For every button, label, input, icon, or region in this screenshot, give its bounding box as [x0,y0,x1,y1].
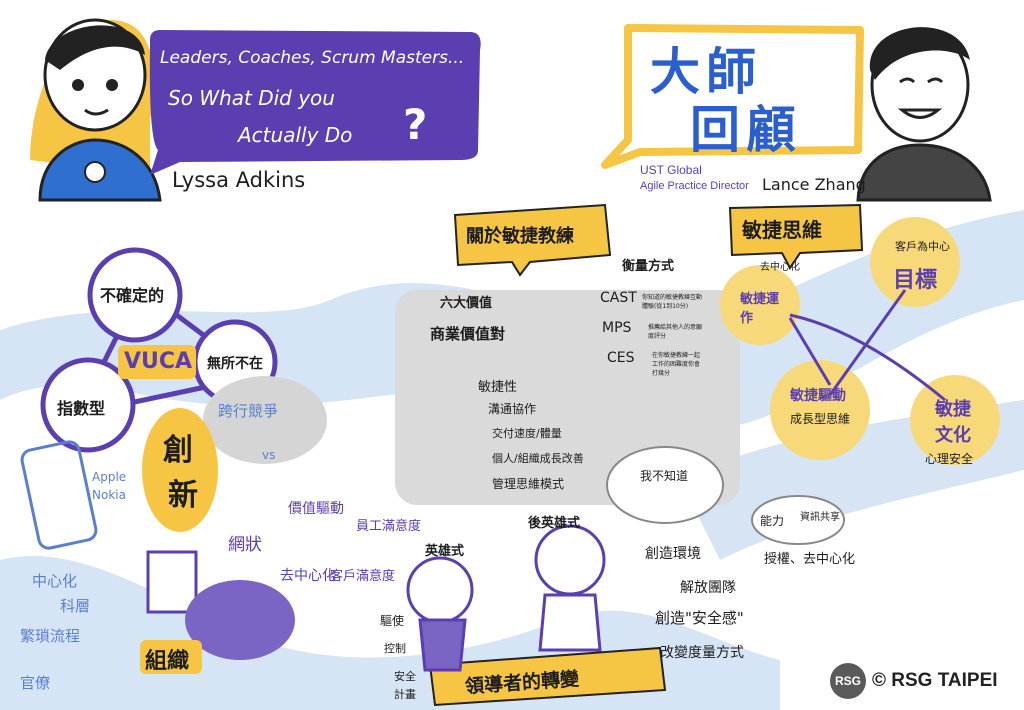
measure-ces-desc: 在你敏捷教練一起工作的困難度你會打幾分 [652,352,701,377]
coach-item-4: 個人/組織成長改善 [492,452,584,465]
mindset-safety: 心理安全 [925,452,974,466]
lyssa-portrait [30,18,162,202]
coach-item-2: 溝通協作 [488,402,537,416]
vuca-node-exponential: 指數型 [57,399,106,418]
org-left-word-1: 中心化 [32,572,78,590]
org-label: 組織 [145,649,190,674]
measure-mps-desc: 推薦給其他人的意願度評分 [648,324,703,340]
mindset-growth: 成長型思維 [790,412,851,426]
rsg-logo: RSG [830,663,866,699]
coach-banner: 關於敏捷教練 [466,226,574,247]
brand-nokia: Nokia [92,488,126,502]
master-title-line2: 回顧 [690,101,802,159]
mindset-decentralize: 去中心化 [760,262,800,273]
bubble-line-1: Leaders, Coaches, Scrum Masters... [160,48,465,68]
mindset-agile-drive: 敏捷驅動 [790,388,846,404]
speaker-right-name: Lance Zhang [762,175,866,194]
disrupt-bubble [203,376,327,464]
innovation-char-1: 創 [163,433,193,468]
title-bubble-shape [149,30,481,175]
capability-bubble [751,495,845,545]
org-network-2: 價值驅動 [288,501,344,517]
mindset-banner-shape [728,203,864,270]
phone-sketch [20,440,98,550]
six-values: 六大價值 [440,296,493,311]
mindset-goal: 目標 [893,268,938,293]
mindset-culture: 敏捷文化 [935,399,971,446]
vuca-diagram [40,247,278,453]
speaker-right-role: Agile Practice Director [640,180,749,192]
hero-label: 英雄式 [425,544,465,559]
measure-mps: MPS [602,320,632,336]
org-network-3: 員工滿意度 [356,519,422,534]
post-hero-figure [534,524,606,652]
master-title-line1: 大師 [650,43,762,101]
info-share: 資訊共享 [800,512,840,523]
create-env: 創造環境 [645,546,701,562]
org-network-4: 去中心化 [280,568,336,584]
capability: 能力 [760,514,785,528]
master-title-frame [601,24,864,169]
dont-know-bubble [606,446,724,524]
solve-team: 解放團隊 [680,580,736,596]
dont-know: 我不知道 [640,469,689,483]
hero-word-3: 安全 [394,670,416,683]
create-safety: 創造"安全感" [655,609,744,627]
measure-title: 衡量方式 [622,259,675,274]
measure-cast-desc: 你知道的敏捷教練互動體驗(從1到10分) [642,294,703,310]
org-left-word-2: 科層 [60,597,91,615]
innovation-highlight [142,408,218,532]
mindset-banner: 敏捷思維 [742,218,822,242]
org-network-5: 客戶滿意度 [330,569,396,584]
bubble-line-3: Actually Do [238,123,353,147]
disrupt-vs: vs [262,448,276,462]
mindset-diagram [720,217,1000,465]
coach-banner-shape [453,203,612,277]
post-hero-label: 後英雄式 [528,516,581,531]
empower: 授權、去中心化 [764,552,856,567]
hero-figure [406,556,474,672]
vuca-node-uncertain: 不確定的 [100,286,165,305]
change-measure: 改變度量方式 [660,645,744,661]
org-left-word-3: 繁瑣流程 [20,627,81,645]
leadership-banner-shape [428,646,667,707]
bubble-question: ? [403,100,428,149]
mindset-customer: 客戶為中心 [895,240,950,253]
vuca-center: VUCA [124,349,193,374]
hero-word-1: 驅使 [380,614,405,628]
copyright: © RSG TAIPEI [872,670,998,691]
tree-sketch [185,580,295,660]
speaker-left-name: Lyssa Adkins [172,168,306,192]
lance-portrait [856,27,992,202]
coach-item-5: 管理思維模式 [492,477,565,491]
org-highlight [140,640,202,674]
speaker-right-company: UST Global [640,163,702,177]
coach-item-3: 交付速度/體量 [492,427,562,440]
org-left-word-4: 官僚 [20,674,51,692]
bubble-line-2: So What Did you [168,86,335,110]
coach-item-1: 敏捷性 [478,380,518,395]
innovation-char-2: 新 [168,478,198,513]
measure-cast: CAST [600,290,637,306]
brand-apple: Apple [92,470,127,484]
vuca-highlight [118,345,196,379]
disrupt-label: 跨行競爭 [218,402,279,420]
building-sketch [146,550,198,614]
title-bubble: Leaders, Coaches, Scrum Masters... So Wh… [148,28,478,166]
hero-word-2: 控制 [384,642,406,655]
hero-word-4: 計畫 [394,688,416,701]
measure-ces: CES [607,350,635,366]
business-value: 商業價值對 [430,325,506,343]
vuca-node-ubiquitous: 無所不在 [207,356,263,372]
mindset-agile-ops: 敏捷運作 [740,292,780,326]
org-network-1: 網狀 [228,535,262,555]
